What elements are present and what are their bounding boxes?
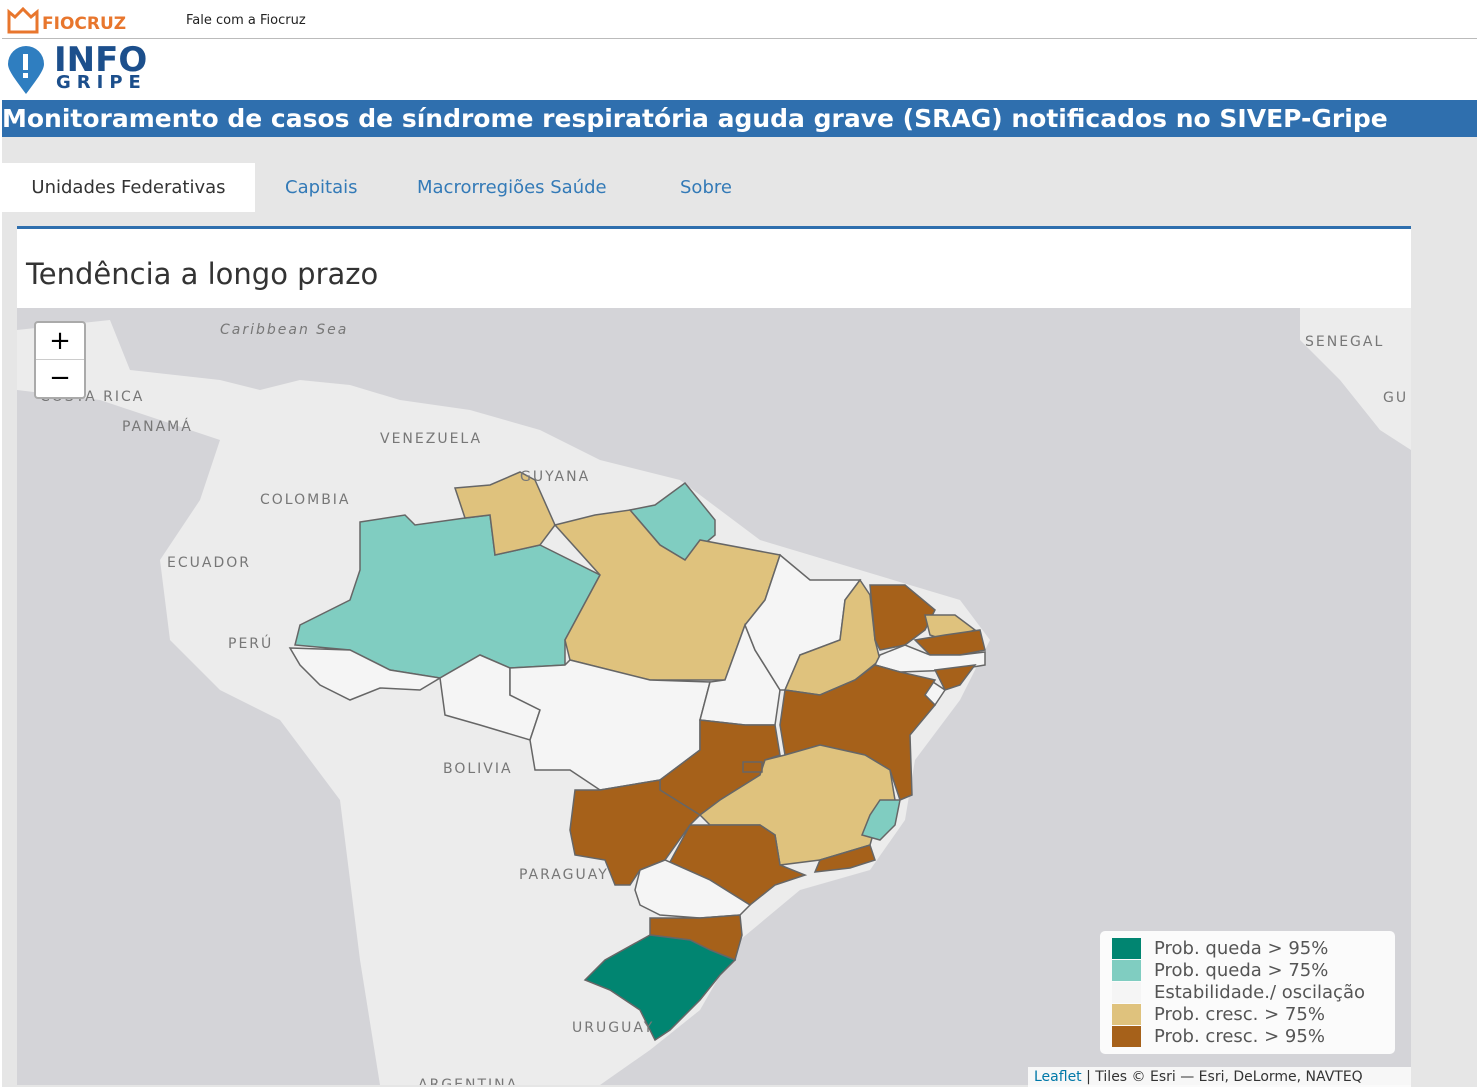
state[interactable] (813, 844, 876, 873)
map-label: ECUADOR (167, 555, 251, 571)
legend-item: Prob. queda > 75% (1112, 960, 1328, 982)
page-title: Monitoramento de casos de síndrome respi… (2, 100, 1477, 137)
attribution: Leaflet | Tiles © Esri — Esri, DeLorme, … (1028, 1067, 1411, 1087)
state[interactable] (869, 584, 936, 651)
zoom-out[interactable]: − (49, 363, 71, 393)
tab[interactable]: Sobre (680, 177, 732, 198)
state[interactable] (668, 824, 808, 906)
legend-label: Prob. cresc. > 95% (1154, 1026, 1325, 1047)
map-label: Caribbean Sea (220, 322, 348, 338)
contact-link[interactable]: Fale com a Fiocruz (186, 13, 306, 28)
legend-swatch (1112, 938, 1141, 959)
state[interactable] (933, 664, 977, 691)
map-label: PERÚ (228, 634, 273, 652)
legend-label: Prob. queda > 95% (1154, 938, 1329, 959)
zoom-control: + − (34, 321, 86, 399)
map-label: PARAGUAY (519, 867, 609, 883)
panel-header: Tendência a longo prazo (17, 226, 1411, 308)
legend-swatch (1112, 960, 1141, 981)
map-label: GUYANA (520, 469, 590, 485)
brand[interactable]: FIOCRUZ (42, 14, 127, 34)
legend-item: Prob. cresc. > 95% (1112, 1026, 1325, 1048)
state[interactable] (288, 647, 443, 701)
states (288, 471, 986, 1042)
logo-bottom: GRIPE (56, 72, 147, 93)
legend-label: Prob. cresc. > 75% (1154, 1004, 1325, 1025)
legend-label: Estabilidade./ oscilação (1154, 982, 1365, 1003)
legend-label: Prob. queda > 75% (1154, 960, 1329, 981)
tab[interactable]: Macrorregiões Saúde (417, 177, 607, 198)
leaflet-link[interactable]: Leaflet (1034, 1069, 1082, 1085)
legend-swatch (1112, 1026, 1141, 1047)
legend-item: Prob. queda > 95% (1112, 938, 1328, 960)
legend-item: Estabilidade./ oscilação (1112, 982, 1365, 1004)
attribution-text: | Tiles © Esri — Esri, DeLorme, NAVTEQ (1086, 1069, 1363, 1085)
tab[interactable]: Unidades Federativas (2, 163, 255, 212)
legend-item: Prob. cresc. > 75% (1112, 1004, 1325, 1026)
logo-icon (8, 46, 44, 94)
panel-title: Tendência a longo prazo (26, 257, 379, 291)
logo-top: INFO (54, 40, 148, 80)
top-bar: FIOCRUZ Fale com a Fiocruz (2, 2, 1477, 39)
zoom-in[interactable]: + (36, 323, 84, 360)
map-label: GU (1383, 390, 1408, 406)
map-label: PANAMÁ (122, 418, 193, 435)
state[interactable] (583, 934, 737, 1042)
land (1300, 308, 1411, 450)
state[interactable] (742, 761, 763, 773)
map-label: ARGENTINA (418, 1077, 518, 1085)
map-label: URUGUAY (572, 1020, 654, 1036)
legend: Prob. queda > 95% Prob. queda > 75% Estabi… (1100, 931, 1395, 1054)
map-label: COLOMBIA (260, 492, 351, 508)
state[interactable] (453, 471, 556, 556)
legend-swatch (1112, 1004, 1141, 1025)
tab[interactable]: Capitais (285, 177, 358, 198)
map-label: SENEGAL (1305, 334, 1384, 350)
state[interactable] (860, 799, 901, 841)
map-label: BOLIVIA (443, 761, 513, 777)
map-label: VENEZUELA (380, 431, 482, 447)
legend-swatch (1112, 982, 1141, 1003)
fiocruz-icon (7, 6, 39, 34)
